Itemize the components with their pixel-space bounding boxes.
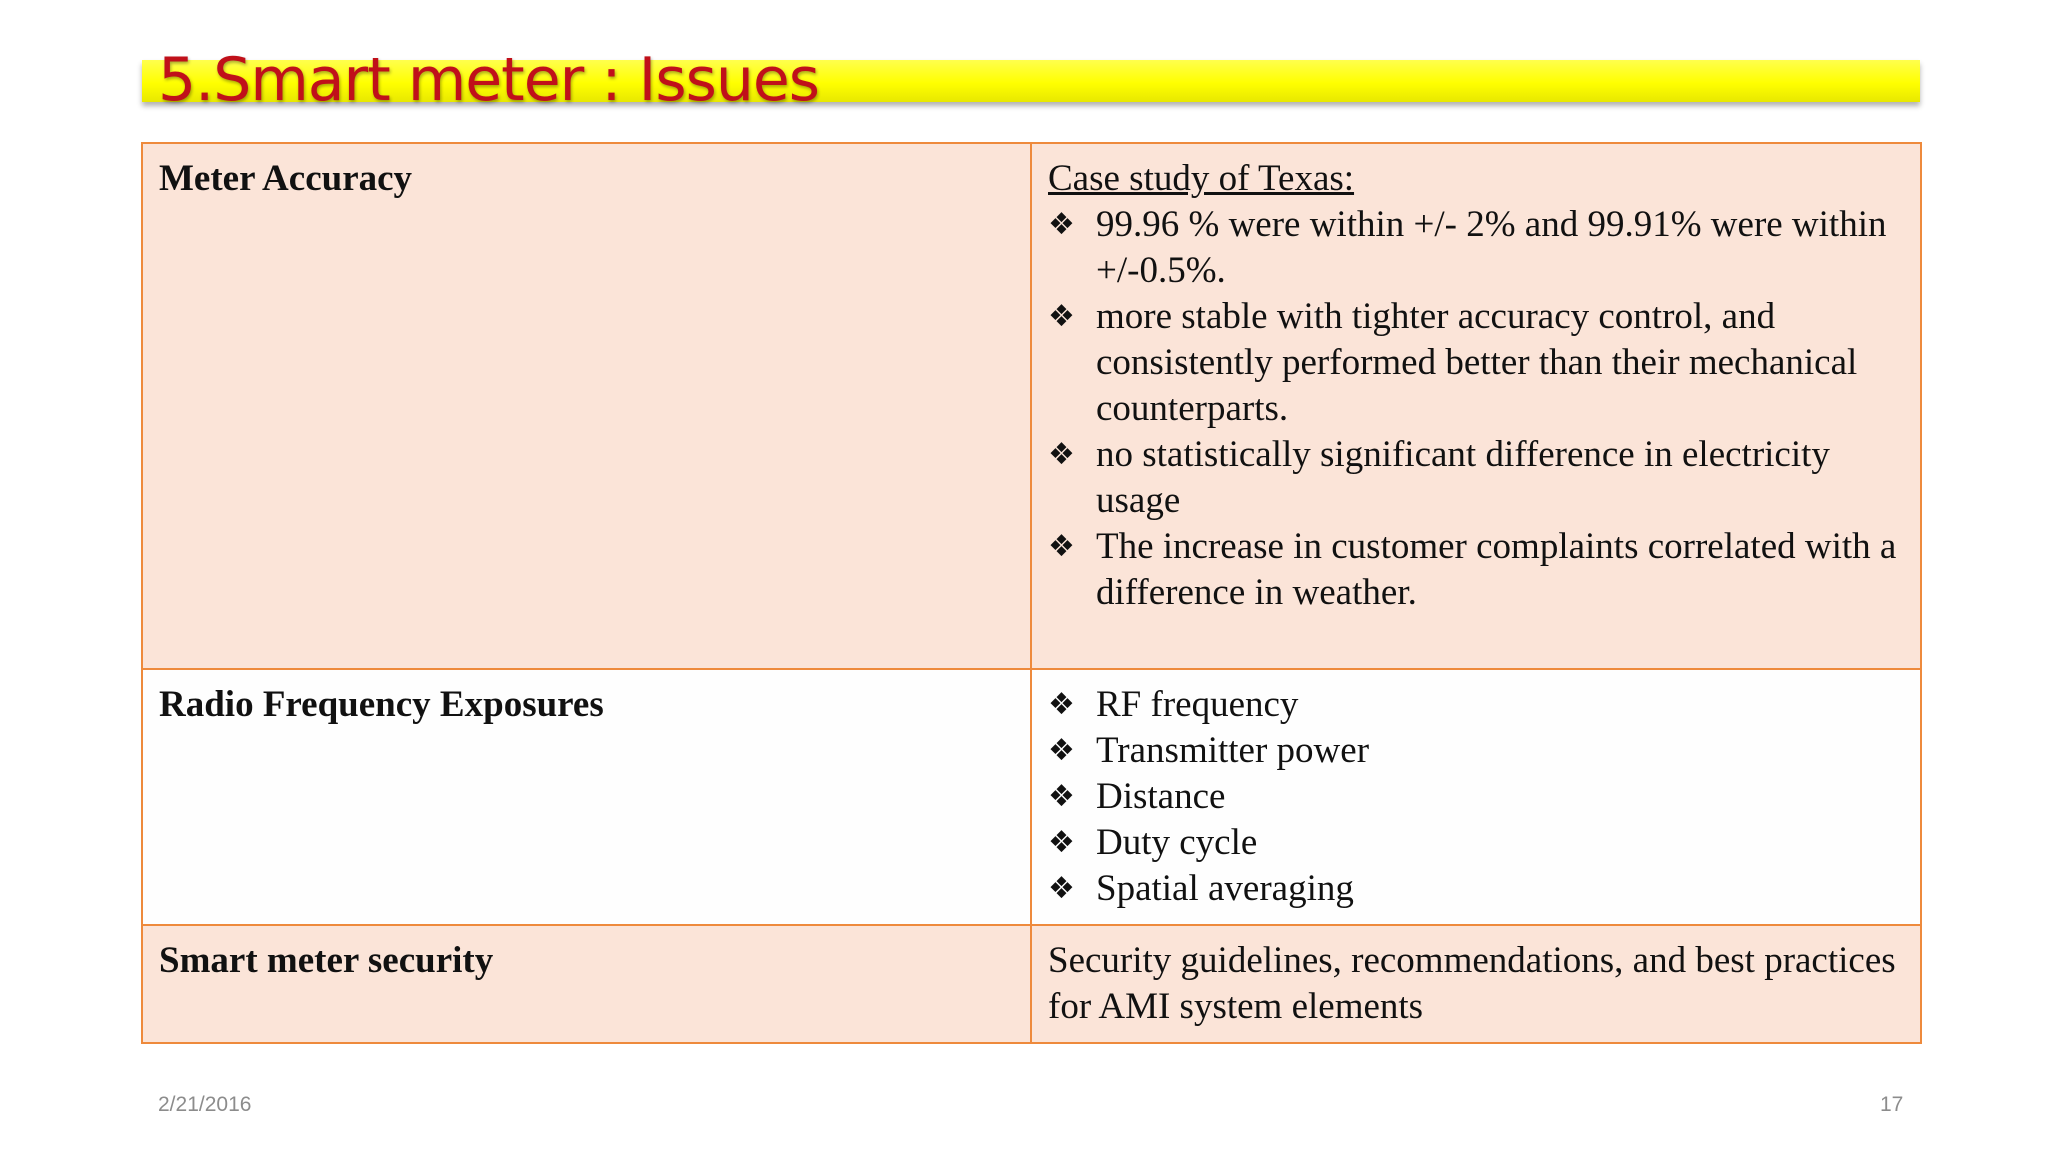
bullet-text: Distance [1096,776,1226,817]
diamond-bullet-icon: ❖ [1048,299,1075,334]
issues-table: Meter Accuracy Case study of Texas: ❖ 99.… [141,142,1922,1044]
bullet-text: The increase in customer complaints corr… [1096,526,1897,613]
table-cell-label: Meter Accuracy [141,142,1032,670]
list-item: ❖ RF frequency [1048,682,1906,728]
bullet-text: 99.96 % were within +/- 2% and 99.91% we… [1096,204,1887,291]
meter-accuracy-bullets: ❖ 99.96 % were within +/- 2% and 99.91% w… [1048,202,1906,616]
table-row-radio-frequency: Radio Frequency Exposures ❖ RF frequency … [141,668,1922,926]
row-label-meter-accuracy: Meter Accuracy [159,158,413,199]
row-label-security: Smart meter security [159,940,494,981]
diamond-bullet-icon: ❖ [1048,207,1075,242]
bullet-text: Spatial averaging [1096,868,1354,909]
diamond-bullet-icon: ❖ [1048,871,1075,906]
bullet-text: Transmitter power [1096,730,1370,771]
list-item: ❖ The increase in customer complaints cor… [1048,524,1906,616]
bullet-text: more stable with tighter accuracy contro… [1096,296,1858,429]
table-cell-label: Radio Frequency Exposures [141,668,1032,926]
table-row-security: Smart meter security Security guidelines… [141,924,1922,1044]
list-item: ❖ Duty cycle [1048,820,1906,866]
diamond-bullet-icon: ❖ [1048,437,1075,472]
page-number: 17 [1880,1093,1904,1116]
list-item: ❖ Distance [1048,774,1906,820]
table-row-meter-accuracy: Meter Accuracy Case study of Texas: ❖ 99.… [141,142,1922,670]
table-cell-content: Case study of Texas: ❖ 99.96 % were withi… [1030,142,1922,670]
case-study-heading: Case study of Texas: [1048,158,1355,199]
bullet-text: Duty cycle [1096,822,1258,863]
list-item: ❖ no statistically significant difference… [1048,432,1906,524]
table-cell-content: ❖ RF frequency ❖ Transmitter power ❖ Distan… [1030,668,1922,926]
diamond-bullet-icon: ❖ [1048,687,1075,722]
table-cell-content: Security guidelines, recommendations, an… [1030,924,1922,1044]
title-highlight-bar [142,60,1920,102]
table-cell-label: Smart meter security [141,924,1032,1044]
diamond-bullet-icon: ❖ [1048,825,1075,860]
diamond-bullet-icon: ❖ [1048,529,1075,564]
bullet-text: RF frequency [1096,684,1299,725]
rf-exposure-bullets: ❖ RF frequency ❖ Transmitter power ❖ Distan… [1048,682,1906,912]
bullet-text: no statistically significant difference … [1096,434,1830,521]
security-description: Security guidelines, recommendations, an… [1048,940,1896,1027]
list-item: ❖ Transmitter power [1048,728,1906,774]
list-item: ❖ more stable with tighter accuracy contr… [1048,294,1906,432]
diamond-bullet-icon: ❖ [1048,779,1075,814]
list-item: ❖ 99.96 % were within +/- 2% and 99.91% w… [1048,202,1906,294]
list-item: ❖ Spatial averaging [1048,866,1906,912]
footer-date: 2/21/2016 [158,1093,252,1116]
slide-title: 5.Smart meter : Issues [158,45,820,115]
row-label-radio-frequency: Radio Frequency Exposures [159,684,604,725]
diamond-bullet-icon: ❖ [1048,733,1075,768]
